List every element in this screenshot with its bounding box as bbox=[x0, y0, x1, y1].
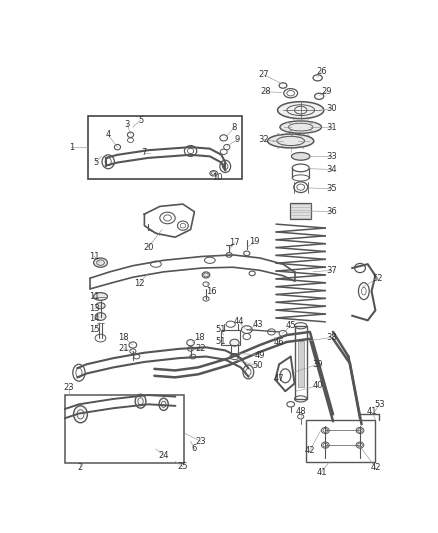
Text: 13: 13 bbox=[89, 304, 100, 313]
Bar bbox=[298, 341, 304, 387]
Text: 39: 39 bbox=[312, 360, 323, 369]
Text: 12: 12 bbox=[134, 279, 144, 288]
Text: 4: 4 bbox=[106, 130, 111, 139]
Text: 25: 25 bbox=[178, 462, 188, 471]
Text: 5: 5 bbox=[93, 158, 99, 167]
Text: 41: 41 bbox=[366, 408, 377, 416]
Text: 44: 44 bbox=[234, 318, 244, 326]
Text: 2: 2 bbox=[78, 463, 83, 472]
Text: 17: 17 bbox=[229, 238, 240, 247]
Text: 8: 8 bbox=[232, 123, 237, 132]
Text: 42: 42 bbox=[305, 446, 315, 455]
Ellipse shape bbox=[96, 303, 105, 309]
Ellipse shape bbox=[278, 102, 324, 119]
Text: 7: 7 bbox=[142, 148, 147, 157]
Text: 23: 23 bbox=[195, 437, 206, 446]
Text: 42: 42 bbox=[370, 463, 381, 472]
Text: 43: 43 bbox=[252, 320, 263, 329]
Text: 14: 14 bbox=[89, 313, 99, 322]
Ellipse shape bbox=[94, 293, 107, 301]
Text: 50: 50 bbox=[252, 361, 263, 370]
Text: 21: 21 bbox=[118, 344, 129, 353]
Text: 1: 1 bbox=[69, 143, 74, 151]
Text: 47: 47 bbox=[274, 374, 284, 383]
Text: 51: 51 bbox=[215, 325, 226, 334]
Text: 52: 52 bbox=[372, 273, 383, 282]
Text: 31: 31 bbox=[326, 123, 337, 132]
Ellipse shape bbox=[95, 313, 106, 320]
Ellipse shape bbox=[135, 394, 146, 408]
Text: 20: 20 bbox=[143, 243, 153, 252]
Text: 24: 24 bbox=[159, 450, 169, 459]
Ellipse shape bbox=[230, 339, 239, 346]
Text: 16: 16 bbox=[206, 287, 217, 296]
Text: 22: 22 bbox=[195, 344, 206, 353]
Bar bbox=[221, 329, 240, 345]
Text: 10: 10 bbox=[212, 173, 223, 182]
Text: 28: 28 bbox=[260, 87, 271, 96]
Text: 36: 36 bbox=[326, 207, 337, 216]
Text: 29: 29 bbox=[321, 87, 332, 96]
Text: 38: 38 bbox=[326, 333, 337, 342]
Text: 30: 30 bbox=[326, 104, 337, 113]
Text: 23: 23 bbox=[64, 383, 74, 392]
Bar bbox=[65, 395, 184, 463]
Bar bbox=[294, 326, 307, 399]
Text: 11: 11 bbox=[89, 292, 99, 301]
Bar bbox=[290, 203, 311, 220]
Text: 11: 11 bbox=[89, 252, 99, 261]
Text: 18: 18 bbox=[194, 333, 205, 342]
Ellipse shape bbox=[74, 406, 88, 423]
Ellipse shape bbox=[291, 152, 310, 160]
Text: 46: 46 bbox=[274, 338, 284, 347]
Ellipse shape bbox=[159, 398, 168, 410]
Bar bbox=[306, 419, 375, 462]
Text: 41: 41 bbox=[316, 467, 327, 477]
Text: 40: 40 bbox=[312, 381, 323, 390]
Text: 49: 49 bbox=[254, 351, 265, 360]
Bar bbox=[88, 116, 242, 180]
Text: 37: 37 bbox=[326, 266, 337, 275]
Text: 26: 26 bbox=[316, 67, 327, 76]
Text: 51: 51 bbox=[215, 337, 226, 346]
Text: 9: 9 bbox=[235, 135, 240, 144]
Text: 45: 45 bbox=[286, 321, 296, 330]
Text: 3: 3 bbox=[125, 120, 130, 130]
Ellipse shape bbox=[268, 134, 314, 148]
Ellipse shape bbox=[280, 121, 321, 133]
Text: 33: 33 bbox=[326, 152, 337, 161]
Text: 27: 27 bbox=[258, 70, 269, 79]
Ellipse shape bbox=[202, 272, 210, 278]
Text: 18: 18 bbox=[118, 333, 129, 342]
Text: 19: 19 bbox=[249, 237, 260, 246]
Text: 32: 32 bbox=[258, 135, 269, 144]
Text: 35: 35 bbox=[326, 184, 337, 193]
Text: 48: 48 bbox=[295, 408, 306, 416]
Text: 5: 5 bbox=[138, 116, 143, 125]
Ellipse shape bbox=[94, 258, 107, 267]
Text: 53: 53 bbox=[374, 400, 385, 409]
Text: 34: 34 bbox=[326, 165, 337, 174]
Text: 6: 6 bbox=[192, 445, 197, 454]
Text: 15: 15 bbox=[89, 325, 99, 334]
